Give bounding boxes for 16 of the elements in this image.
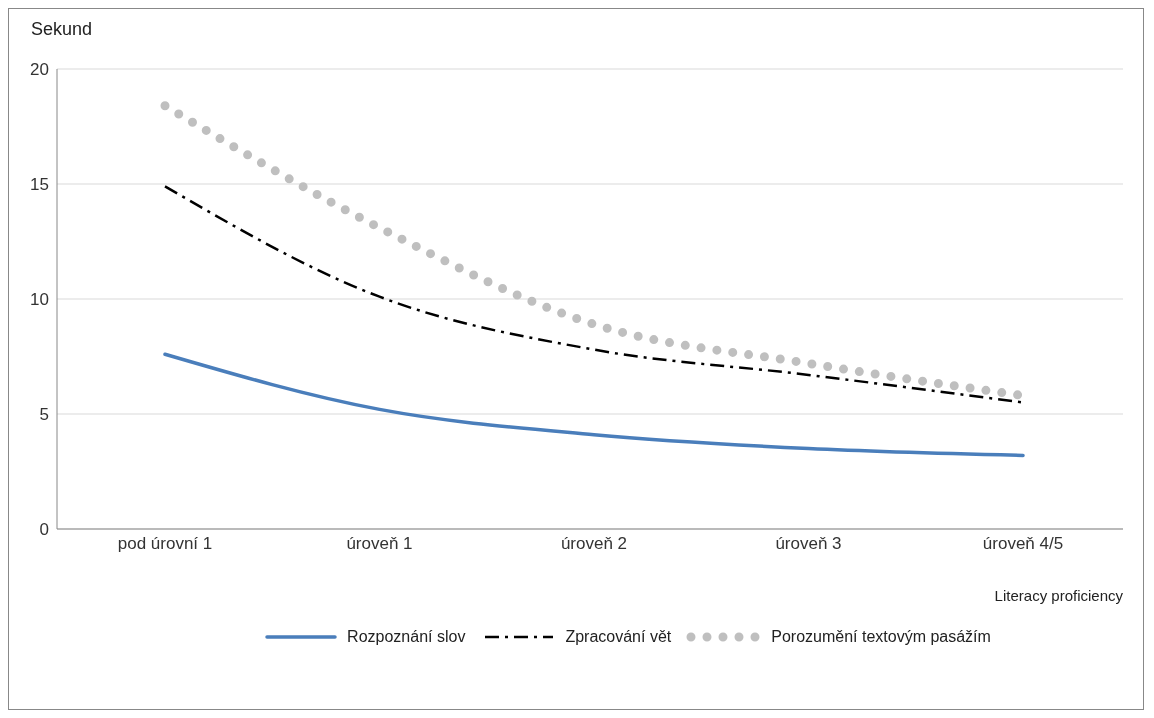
x-axis-title: Literacy proficiency: [993, 587, 1124, 604]
y-tick-label: 5: [39, 405, 49, 425]
y-tick-label: 20: [30, 60, 49, 80]
y-tick-label: 0: [39, 520, 49, 540]
x-tick-label: úroveň 4/5: [982, 534, 1064, 554]
x-tick-label: úroveň 1: [346, 534, 413, 554]
x-tick-label: úroveň 3: [775, 534, 842, 554]
x-tick-label: pod úrovní 1: [117, 534, 213, 554]
legend-label: Zpracování vět: [565, 628, 672, 646]
y-axis-title: Sekund: [31, 19, 93, 40]
legend-label: Porozumění textovým pasážím: [771, 628, 991, 646]
y-tick-label: 15: [30, 175, 49, 195]
legend-label: Rozpoznání slov: [347, 628, 466, 646]
y-tick-label: 10: [30, 290, 49, 310]
line-series: [163, 352, 1025, 458]
x-tick-label: úroveň 2: [560, 534, 628, 554]
